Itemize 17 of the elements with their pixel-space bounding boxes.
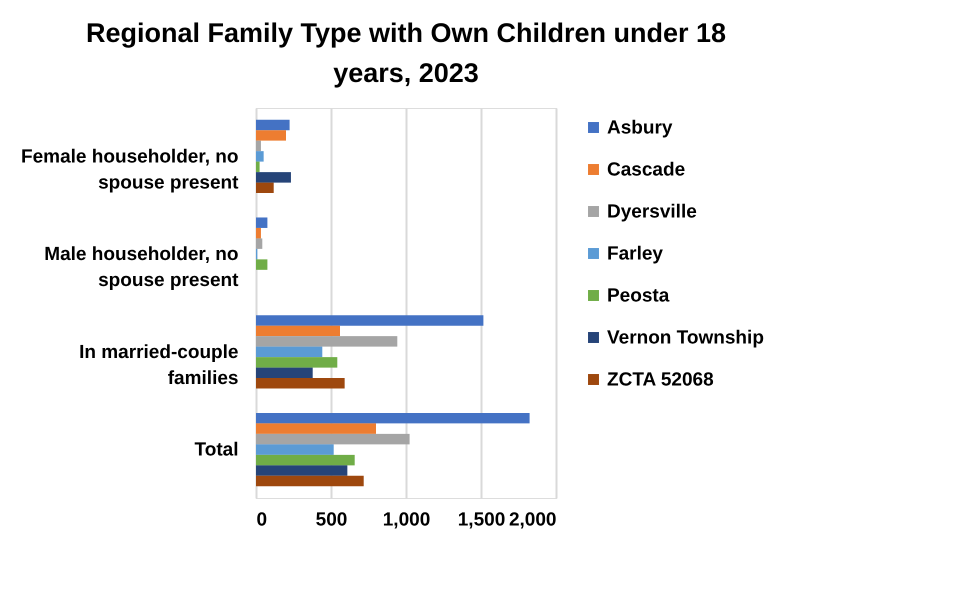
- x-tick-label: 500: [316, 510, 348, 530]
- x-tick-label: 1,500: [458, 510, 506, 530]
- y-tick-label: In married-couple families: [79, 342, 238, 389]
- legend-label: Cascade: [607, 160, 686, 180]
- legend-label: Farley: [607, 244, 664, 264]
- legend-label: Peosta: [607, 286, 670, 306]
- legend-label: Dyersville: [607, 202, 697, 222]
- legend-label: Vernon Township: [607, 328, 764, 348]
- x-tick-label: 2,000: [508, 510, 556, 530]
- chart-title: Regional Family Type with Own Children under 18 years, 2023: [86, 18, 726, 88]
- y-tick-label: Female householder, no spouse present: [21, 146, 240, 194]
- x-tick-label: 1,000: [382, 510, 430, 530]
- y-tick-label: Total: [194, 440, 238, 461]
- x-tick-label: 0: [256, 510, 268, 530]
- y-tick-label: Male householder, no spouse present: [44, 244, 240, 292]
- legend-label: ZCTA 52068: [607, 370, 714, 390]
- legend-label: Asbury: [607, 118, 673, 138]
